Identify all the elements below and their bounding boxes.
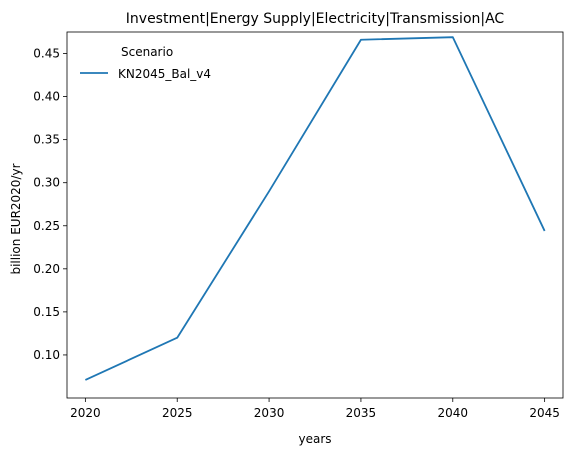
x-tick-label: 2040 xyxy=(438,406,469,420)
y-tick-label: 0.20 xyxy=(33,262,60,276)
series-line xyxy=(84,36,546,381)
y-tick-label: 0.40 xyxy=(33,90,60,104)
y-tick-label: 0.25 xyxy=(33,219,60,233)
y-axis-label: billion EUR2020/yr xyxy=(9,163,23,274)
y-tick-label: 0.35 xyxy=(33,133,60,147)
x-tick-label: 2025 xyxy=(162,406,193,420)
plot-area: 2020 2025 2030 2035 2040 2045 0.10 0.15 0.20 0.25… xyxy=(33,31,564,420)
x-axis-label: years xyxy=(298,432,331,446)
y-tick-label: 0.30 xyxy=(33,176,60,190)
y-tick-label: 0.15 xyxy=(33,305,60,319)
legend-title: Scenario xyxy=(121,45,173,59)
legend: Scenario KN2045_Bal_v4 xyxy=(80,45,211,81)
legend-series-label: KN2045_Bal_v4 xyxy=(118,67,211,81)
x-tick-label: 2020 xyxy=(70,406,101,420)
chart-title: Investment|Energy Supply|Electricity|Tra… xyxy=(126,11,505,27)
x-tick-label: 2030 xyxy=(254,406,285,420)
y-tick-label: 0.45 xyxy=(33,47,60,61)
y-tick-label: 0.10 xyxy=(33,348,60,362)
plot-frame xyxy=(66,31,564,399)
x-tick-label: 2045 xyxy=(529,406,560,420)
x-tick-label: 2035 xyxy=(346,406,377,420)
